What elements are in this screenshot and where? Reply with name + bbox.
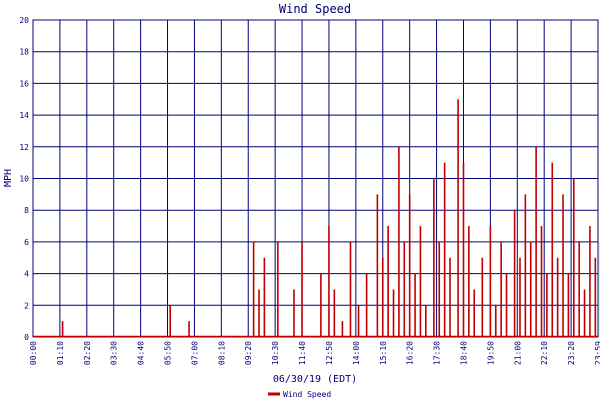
- y-tick-label: 12: [19, 143, 29, 152]
- x-tick-label: 22:10: [540, 341, 549, 365]
- data-bar: [349, 241, 352, 337]
- x-tick-label: 14:00: [352, 341, 361, 365]
- data-bar: [578, 241, 580, 337]
- legend-label: Wind Speed: [283, 390, 331, 399]
- data-bar: [457, 99, 459, 337]
- y-tick-label: 16: [19, 79, 29, 88]
- y-tick-label: 6: [24, 238, 29, 247]
- x-tick-label: 02:20: [83, 341, 92, 365]
- data-bar: [328, 226, 330, 337]
- x-tick-label: 05:50: [164, 341, 173, 365]
- x-tick-label: 01:10: [56, 341, 65, 365]
- data-bar: [408, 194, 411, 337]
- y-tick-label: 10: [19, 175, 29, 184]
- data-bar: [494, 305, 497, 337]
- legend: Wind Speed: [268, 390, 331, 399]
- data-bar: [263, 257, 266, 337]
- data-bar: [513, 210, 516, 337]
- data-bar: [320, 273, 322, 337]
- data-bar: [376, 194, 379, 337]
- x-tick-label: 23:59: [594, 341, 600, 365]
- y-tick-label: 0: [24, 333, 29, 342]
- y-tick-label: 8: [24, 206, 29, 215]
- data-bar: [489, 226, 492, 337]
- x-tick-label: 17:30: [433, 341, 442, 365]
- x-tick-label: 10:30: [271, 341, 280, 365]
- x-tick-label: 12:50: [325, 341, 334, 365]
- data-bar: [500, 241, 502, 337]
- data-bar: [381, 257, 384, 337]
- data-bar: [438, 241, 441, 337]
- x-tick-label: 00:00: [29, 341, 38, 365]
- data-bar: [258, 289, 260, 337]
- data-bar: [589, 226, 591, 337]
- y-tick-label: 2: [24, 301, 29, 310]
- x-tick-label: 11:40: [298, 341, 307, 365]
- data-bar: [414, 273, 416, 337]
- data-bar: [403, 241, 406, 337]
- data-bar: [535, 146, 537, 337]
- x-tick-label: 03:30: [110, 341, 119, 365]
- data-bar: [567, 273, 570, 337]
- data-bar: [529, 241, 532, 337]
- x-tick-label: 19:50: [486, 341, 495, 365]
- x-tick-label: 04:40: [137, 341, 146, 365]
- y-tick-label: 4: [24, 270, 29, 279]
- data-bar: [462, 162, 465, 337]
- data-bar: [572, 178, 575, 337]
- data-bar: [556, 257, 559, 337]
- data-bar: [519, 257, 521, 337]
- y-tick-label: 20: [19, 16, 29, 25]
- data-bar: [468, 226, 470, 337]
- data-bar: [293, 289, 295, 337]
- data-bar: [169, 305, 172, 337]
- data-bar: [481, 257, 484, 337]
- data-bar: [551, 162, 554, 337]
- data-bar: [357, 305, 360, 337]
- data-bar: [433, 178, 435, 337]
- x-tick-label: 08:10: [217, 341, 226, 365]
- data-bar: [188, 321, 190, 337]
- x-tick-label: 23:20: [567, 341, 576, 365]
- data-bar: [333, 289, 336, 337]
- data-bar: [443, 162, 446, 337]
- data-bar: [61, 321, 64, 337]
- data-bar: [546, 273, 548, 337]
- data-bar: [524, 194, 527, 337]
- data-bar: [425, 305, 427, 337]
- data-bar: [583, 289, 586, 337]
- data-bar: [277, 241, 279, 337]
- data-bar: [392, 289, 395, 337]
- x-tick-label: 16:20: [406, 341, 415, 365]
- y-axis-label: MPH: [3, 169, 14, 187]
- data-bar: [398, 146, 400, 337]
- x-tick-label: 09:20: [244, 341, 253, 365]
- x-tick-label: 21:00: [513, 341, 522, 365]
- y-tick-label: 18: [19, 48, 29, 57]
- data-bar: [301, 241, 303, 337]
- x-tick-label: 18:40: [459, 341, 468, 365]
- chart-title: Wind Speed: [279, 2, 351, 16]
- data-bar: [562, 194, 564, 337]
- x-tick-label: 15:10: [379, 341, 388, 365]
- data-bar: [387, 226, 389, 337]
- data-bar: [341, 321, 344, 337]
- data-bar: [365, 273, 368, 337]
- series-bars: [33, 99, 600, 338]
- data-bar: [449, 257, 451, 337]
- data-bar: [473, 289, 476, 337]
- plot-area: 0 2 4 6 8 10 12 14 16 18 20 00:00 01:10 02:20 03:30 04:…: [19, 16, 600, 365]
- data-bar: [505, 273, 508, 337]
- y-tick-label: 14: [19, 111, 29, 120]
- data-bar: [540, 226, 543, 337]
- x-axis-label: 06/30/19 (EDT): [273, 374, 357, 385]
- data-bar: [594, 257, 597, 337]
- data-bar: [419, 226, 422, 337]
- data-bar: [252, 241, 255, 337]
- x-tick-label: 07:00: [190, 341, 199, 365]
